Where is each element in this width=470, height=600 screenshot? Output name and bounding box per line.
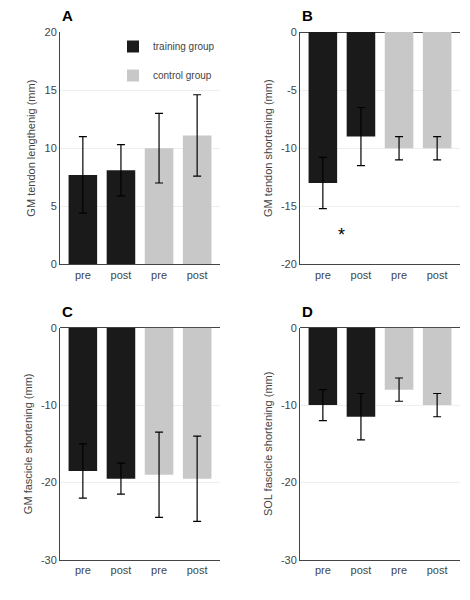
svg-text:SOL fascicle shortening (mm): SOL fascicle shortening (mm)	[262, 372, 274, 516]
svg-text:training group: training group	[153, 41, 215, 52]
svg-text:-10: -10	[281, 399, 297, 411]
svg-text:10: 10	[45, 142, 57, 154]
svg-text:post: post	[187, 269, 208, 281]
svg-text:-15: -15	[281, 200, 297, 212]
svg-text:-20: -20	[281, 476, 297, 488]
svg-text:-30: -30	[281, 554, 297, 566]
svg-text:B: B	[302, 7, 313, 24]
svg-text:D: D	[302, 303, 313, 320]
svg-text:GM tendon shortening (mm): GM tendon shortening (mm)	[262, 79, 274, 217]
svg-text:*: *	[338, 225, 345, 245]
svg-text:post: post	[187, 564, 208, 576]
svg-text:post: post	[351, 564, 372, 576]
svg-text:post: post	[427, 564, 448, 576]
svg-text:post: post	[111, 564, 132, 576]
svg-text:15: 15	[45, 84, 57, 96]
svg-text:pre: pre	[391, 269, 407, 281]
svg-text:pre: pre	[75, 564, 91, 576]
svg-text:-10: -10	[281, 142, 297, 154]
svg-text:pre: pre	[75, 269, 91, 281]
svg-text:pre: pre	[151, 564, 167, 576]
svg-text:pre: pre	[391, 564, 407, 576]
svg-text:pre: pre	[315, 269, 331, 281]
svg-text:pre: pre	[151, 269, 167, 281]
svg-text:-20: -20	[281, 258, 297, 270]
svg-text:post: post	[351, 269, 372, 281]
svg-text:-5: -5	[287, 84, 297, 96]
svg-text:post: post	[111, 269, 132, 281]
svg-text:GM tendon lengthenig (mm): GM tendon lengthenig (mm)	[25, 80, 37, 217]
svg-text:-20: -20	[41, 476, 57, 488]
svg-text:control group: control group	[153, 70, 212, 81]
svg-text:0: 0	[51, 258, 57, 270]
svg-text:0: 0	[291, 26, 297, 38]
svg-text:A: A	[62, 7, 73, 24]
svg-text:post: post	[427, 269, 448, 281]
svg-text:20: 20	[45, 26, 57, 38]
svg-text:-10: -10	[41, 399, 57, 411]
svg-text:pre: pre	[315, 564, 331, 576]
svg-text:0: 0	[291, 322, 297, 334]
svg-text:-30: -30	[41, 554, 57, 566]
svg-text:5: 5	[51, 200, 57, 212]
svg-text:C: C	[62, 303, 73, 320]
svg-text:0: 0	[51, 322, 57, 334]
svg-text:GM fascicle shortening (mm): GM fascicle shortening (mm)	[22, 374, 34, 515]
